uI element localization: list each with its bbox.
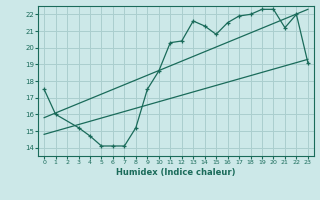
X-axis label: Humidex (Indice chaleur): Humidex (Indice chaleur) <box>116 168 236 177</box>
